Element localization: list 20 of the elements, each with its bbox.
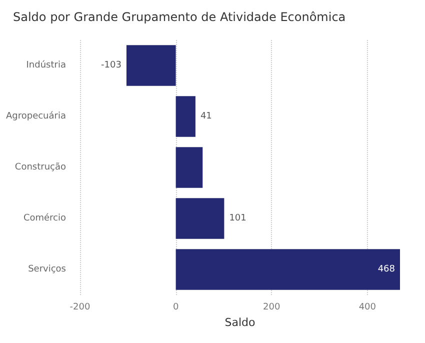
bar [176,147,203,188]
x-axis-title: Saldo [224,316,256,329]
data-label: 41 [200,112,212,122]
y-tick-label: Indústria [26,60,66,70]
bar [176,198,224,239]
bar [176,249,400,290]
x-tick-label: 200 [263,302,280,312]
bar [126,45,176,86]
chart-title: Saldo por Grande Grupamento de Atividade Econômica [13,10,346,24]
x-tick-label: -200 [70,302,90,312]
y-tick-label: Agropecuária [6,110,66,122]
data-label: 101 [229,214,246,224]
data-label: -103 [101,60,122,70]
data-label: 468 [378,264,396,274]
y-tick-label: Serviços [28,264,66,274]
x-tick-label: 400 [358,302,376,312]
y-tick-label: Construção [14,162,66,172]
x-tick-label: 0 [172,302,179,312]
bar [176,96,196,137]
y-tick-label: Comércio [23,212,66,224]
